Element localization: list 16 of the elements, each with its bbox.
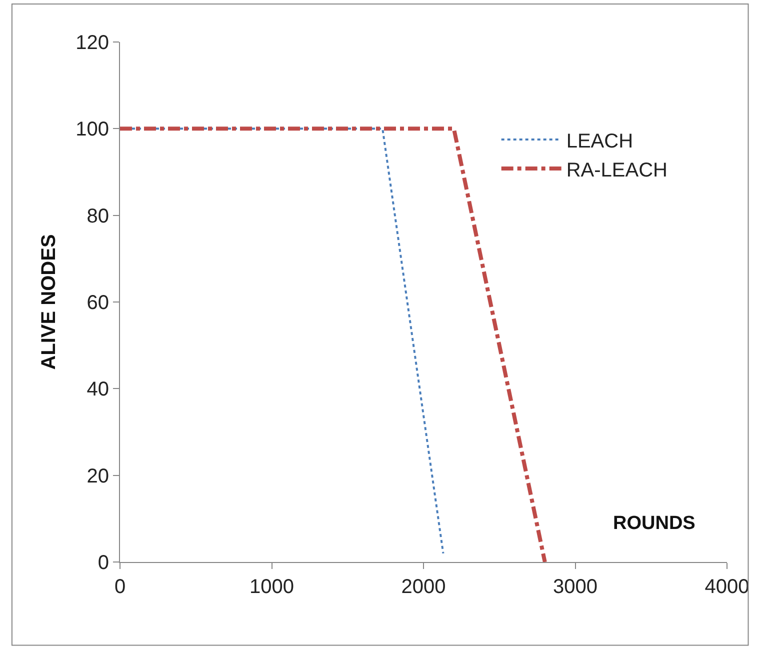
y-tick-label: 100 — [76, 118, 109, 141]
legend-label: RA-LEACH — [566, 159, 668, 182]
x-tick-label: 0 — [114, 576, 126, 598]
y-tick-label: 120 — [76, 32, 109, 54]
y-tick-label: 20 — [86, 465, 109, 488]
x-tick-label: 3000 — [553, 576, 598, 598]
y-axis-title: ALIVE NODES — [38, 234, 60, 370]
x-tick-label: 4000 — [704, 576, 750, 598]
y-tick-label: 80 — [86, 205, 109, 228]
x-axis-title: ROUNDS — [613, 513, 696, 534]
x-tick-label: 1000 — [250, 576, 294, 598]
x-tick-label: 2000 — [401, 576, 446, 598]
y-tick-label: 40 — [86, 378, 109, 401]
y-tick-label: 60 — [86, 292, 109, 314]
y-tick-label: 0 — [98, 552, 109, 574]
legend-label: LEACH — [566, 130, 634, 152]
